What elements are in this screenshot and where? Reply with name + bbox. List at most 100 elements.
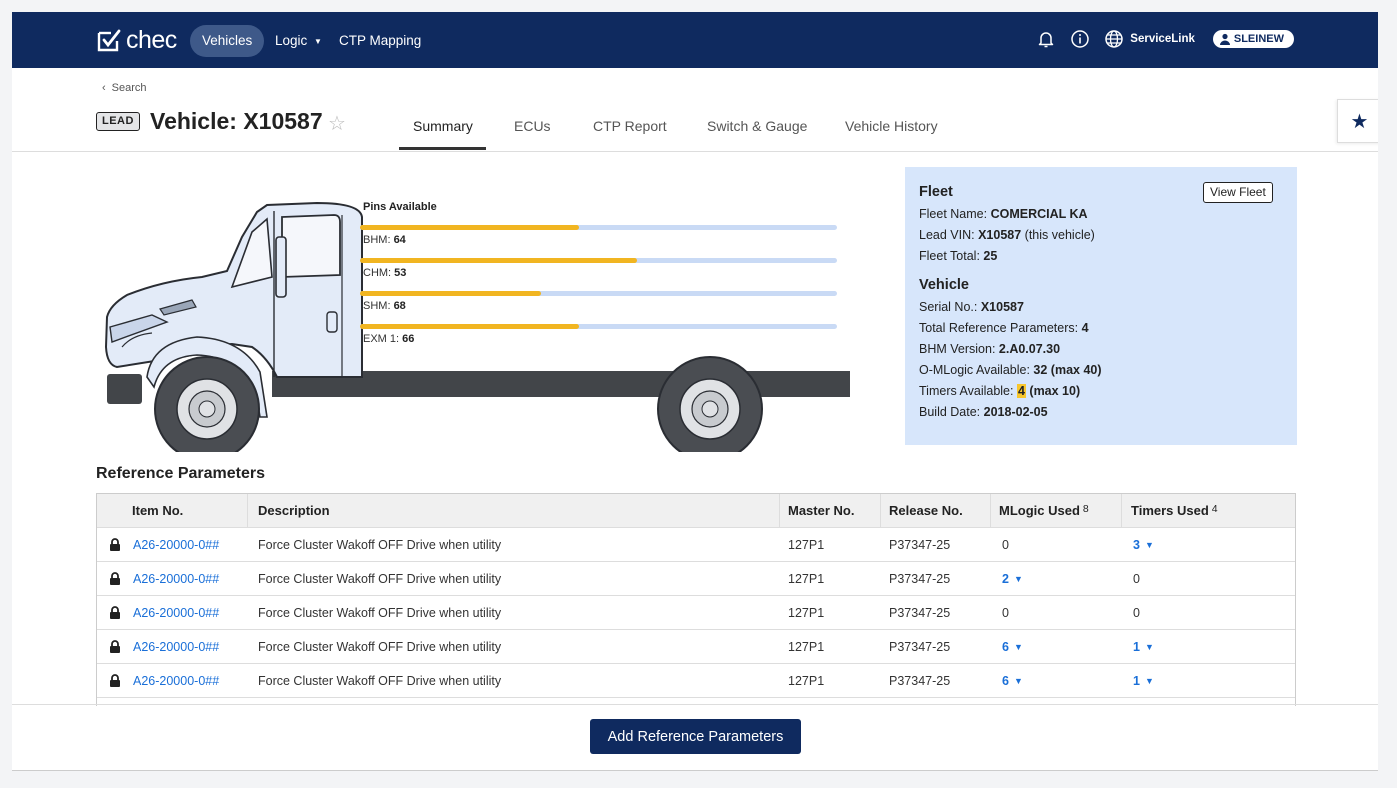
- pin-label-shm: SHM: 68: [363, 300, 837, 312]
- bell-icon[interactable]: [1036, 29, 1056, 49]
- active-tab-indicator: [399, 147, 486, 150]
- checkbox-logo-icon: [97, 29, 121, 51]
- mlogic-value: 0: [1002, 606, 1009, 620]
- description-cell: Force Cluster Wakoff OFF Drive when util…: [258, 674, 502, 688]
- brand-name: chec: [126, 26, 177, 54]
- col-description[interactable]: Description: [258, 503, 330, 518]
- pin-row-exm1: EXM 1: 66: [360, 324, 837, 345]
- pin-row-chm: CHM: 53: [360, 258, 837, 279]
- tab-summary[interactable]: Summary: [413, 118, 473, 134]
- add-reference-parameters-button[interactable]: Add Reference Parameters: [590, 719, 801, 754]
- servicelink-link[interactable]: ServiceLink: [1104, 29, 1195, 49]
- mlogic-dropdown[interactable]: 6 ▼: [1002, 674, 1023, 688]
- mlogic-cell: 0: [1002, 538, 1009, 552]
- tab-switch-gauge[interactable]: Switch & Gauge: [707, 118, 808, 134]
- lead-vin-line: Lead VIN: X10587 (this vehicle): [919, 225, 1297, 246]
- lead-badge: LEAD: [96, 112, 140, 131]
- col-timers-used[interactable]: Timers Used 4: [1131, 503, 1218, 518]
- lock-icon: [110, 640, 120, 653]
- pin-fill-exm1: [360, 324, 580, 329]
- item-no-link[interactable]: A26-20000-0##: [133, 674, 220, 688]
- mlogic-value: 6: [1002, 674, 1009, 688]
- tab-ecus[interactable]: ECUs: [514, 118, 551, 134]
- nav-vehicles[interactable]: Vehicles: [190, 25, 265, 57]
- caret-down-icon: ▼: [1144, 540, 1154, 550]
- table-row: A26-20000-0## Force Cluster Wakoff OFF Dr…: [97, 528, 1295, 562]
- breadcrumb[interactable]: ‹ Search: [102, 82, 147, 94]
- nav-logic[interactable]: Logic ▼: [275, 25, 322, 57]
- pin-bar-exm1: [360, 324, 837, 329]
- pin-name: BHM:: [363, 234, 391, 246]
- col-timers-label: Timers Used: [1131, 503, 1209, 518]
- header-divider: [12, 151, 1378, 152]
- mlogic-dropdown[interactable]: 6 ▼: [1002, 640, 1023, 654]
- vehicle-heading: Vehicle: [919, 277, 969, 293]
- brand-logo[interactable]: chec: [96, 26, 177, 55]
- table-row: A26-20000-0## Force Cluster Wakoff OFF Dr…: [97, 562, 1295, 596]
- pin-fill-bhm: [360, 225, 580, 230]
- caret-down-icon: ▼: [1144, 676, 1154, 686]
- timers-total: 4: [1211, 503, 1218, 515]
- favorites-star-button[interactable]: ★: [1337, 99, 1378, 143]
- description-cell: Force Cluster Wakoff OFF Drive when util…: [258, 606, 502, 620]
- mlogic-cell: 2 ▼: [1002, 572, 1023, 586]
- fleet-name-line: Fleet Name: COMERCIAL KA: [919, 204, 1297, 225]
- view-fleet-button[interactable]: View Fleet: [1203, 182, 1273, 203]
- servicelink-label: ServiceLink: [1130, 33, 1195, 45]
- omlogic-label: O-MLogic Available:: [919, 363, 1030, 377]
- nav-right-tools: ServiceLink SLEINEW: [1036, 29, 1294, 49]
- pin-bar-shm: [360, 291, 837, 296]
- timers-value: 3: [1133, 538, 1140, 552]
- mlogic-value: 2: [1002, 572, 1009, 586]
- tab-vehicle-history[interactable]: Vehicle History: [845, 118, 938, 134]
- item-no-link[interactable]: A26-20000-0##: [133, 572, 220, 586]
- mlogic-value: 6: [1002, 640, 1009, 654]
- timers-value: 0: [1133, 606, 1140, 620]
- pin-row-shm: SHM: 68: [360, 291, 837, 312]
- mlogic-dropdown[interactable]: 2 ▼: [1002, 572, 1023, 586]
- pins-available-title: Pins Available: [363, 201, 437, 213]
- col-mlogic-used[interactable]: MLogic Used 8: [999, 503, 1089, 518]
- timers-cell: 0: [1133, 606, 1140, 620]
- timers-dropdown[interactable]: 1 ▼: [1133, 640, 1154, 654]
- release-no-cell: P37347-25: [889, 538, 951, 552]
- mlogic-value: 0: [1002, 538, 1009, 552]
- timers-cell: 0: [1133, 572, 1140, 586]
- table-row: A26-20000-0## Force Cluster Wakoff OFF Dr…: [97, 596, 1295, 630]
- nav-ctp-mapping[interactable]: CTP Mapping: [339, 33, 422, 48]
- caret-down-icon: ▼: [1013, 642, 1023, 652]
- timers-line: Timers Available: 4 (max 10): [919, 381, 1297, 402]
- bhm-version-line: BHM Version: 2.A0.07.30: [919, 339, 1297, 360]
- reference-parameters-title: Reference Parameters: [96, 465, 265, 482]
- pin-value: 53: [394, 267, 407, 279]
- pin-name: SHM:: [363, 300, 391, 312]
- timers-dropdown[interactable]: 3 ▼: [1133, 538, 1154, 552]
- col-item-no[interactable]: Item No.: [132, 503, 184, 518]
- chevron-left-icon: ‹: [102, 82, 106, 94]
- tab-ctp-report[interactable]: CTP Report: [593, 118, 667, 134]
- master-no-cell: 127P1: [788, 606, 825, 620]
- footer-divider: [12, 704, 1378, 705]
- timers-dropdown[interactable]: 1 ▼: [1133, 674, 1154, 688]
- omlogic-line: O-MLogic Available: 32 (max 40): [919, 360, 1297, 381]
- caret-down-icon: ▼: [1013, 676, 1023, 686]
- bhm-version-label: BHM Version:: [919, 342, 996, 356]
- bottom-divider: [12, 770, 1378, 771]
- table-row: A26-20000-0## Force Cluster Wakoff OFF Dr…: [97, 630, 1295, 664]
- ref-params-value: 4: [1081, 321, 1089, 335]
- mlogic-cell: 6 ▼: [1002, 640, 1023, 654]
- col-release-no[interactable]: Release No.: [889, 503, 963, 518]
- item-no-link[interactable]: A26-20000-0##: [133, 640, 220, 654]
- pin-fill-chm: [360, 258, 637, 263]
- col-master-no[interactable]: Master No.: [788, 503, 855, 518]
- item-no-link[interactable]: A26-20000-0##: [133, 606, 220, 620]
- mlogic-cell: 0: [1002, 606, 1009, 620]
- star-outline-icon[interactable]: ☆: [328, 113, 346, 135]
- table-header: Item No. Description Master No. Release …: [97, 494, 1295, 528]
- item-no-link[interactable]: A26-20000-0##: [133, 538, 220, 552]
- user-menu[interactable]: SLEINEW: [1212, 30, 1294, 48]
- description-cell: Force Cluster Wakoff OFF Drive when util…: [258, 640, 502, 654]
- ref-params-label: Total Reference Parameters:: [919, 321, 1079, 335]
- build-date-value: 2018-02-05: [983, 405, 1048, 419]
- info-icon[interactable]: [1070, 29, 1090, 49]
